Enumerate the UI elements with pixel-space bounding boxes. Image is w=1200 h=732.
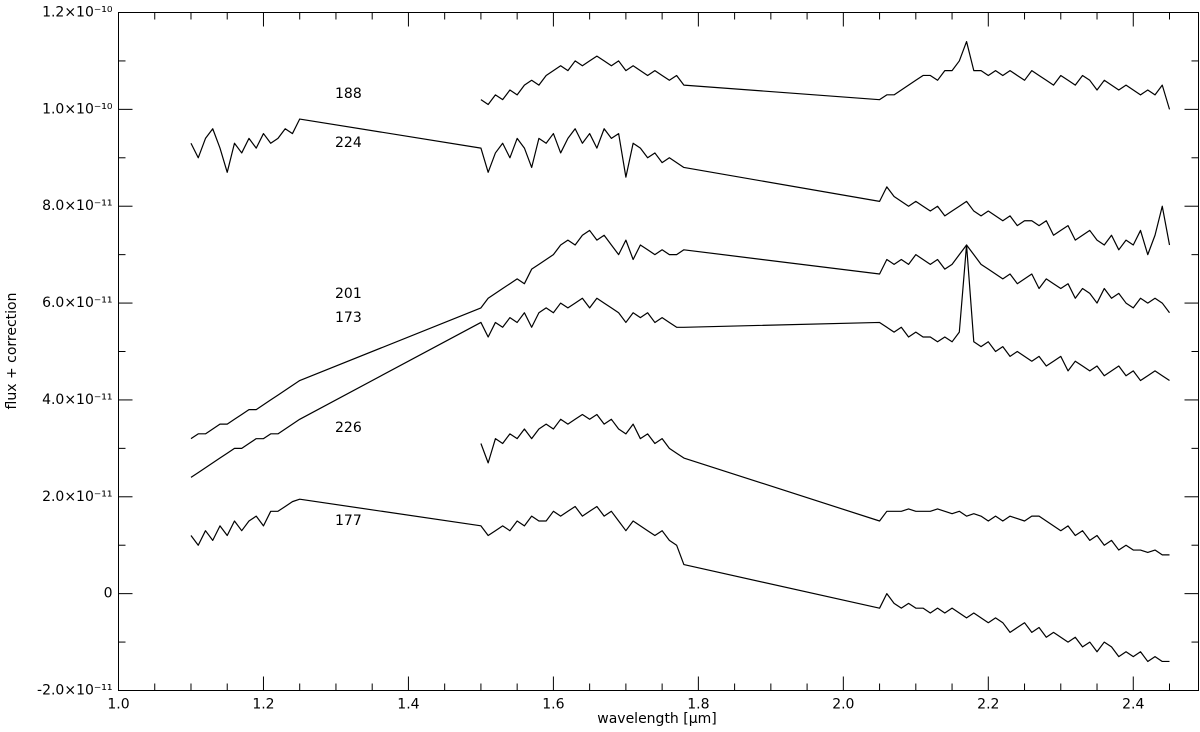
series-label: 188 [335, 86, 362, 102]
y-tick-label: 6.0×10⁻¹¹ [42, 295, 112, 311]
x-tick-label: 2.0 [832, 697, 854, 713]
y-axis-label: flux + correction [4, 293, 20, 410]
x-tick-label: 2.4 [1122, 697, 1144, 713]
spectrum-line [190, 229, 1170, 440]
y-tick-label: 2.0×10⁻¹¹ [42, 489, 112, 505]
y-tick-label: 0 [104, 586, 113, 602]
x-tick-label: 2.2 [977, 697, 999, 713]
series-label: 173 [335, 310, 362, 326]
series-label: 201 [335, 286, 362, 302]
plot-frame [118, 12, 1199, 691]
spectrum-line [480, 40, 1171, 110]
x-tick-label: 1.4 [397, 697, 419, 713]
x-tick-label: 1.0 [107, 697, 129, 713]
x-axis-label: wavelength [μm] [597, 711, 716, 727]
x-tick-label: 1.8 [687, 697, 709, 713]
series-label: 177 [335, 513, 362, 529]
series-label: 224 [335, 135, 362, 151]
x-tick-label: 1.2 [252, 697, 274, 713]
spectrum-line [190, 244, 1170, 478]
spectrum-line [190, 118, 1171, 256]
y-tick-label: 4.0×10⁻¹¹ [42, 392, 112, 408]
y-tick-label: -2.0×10⁻¹¹ [37, 683, 112, 699]
x-tick-label: 1.6 [542, 697, 564, 713]
series-label: 226 [335, 420, 362, 436]
y-tick-label: 1.2×10⁻¹⁰ [42, 5, 113, 21]
spectrum-line [480, 413, 1170, 556]
spectrum-line [190, 498, 1170, 663]
y-tick-label: 8.0×10⁻¹¹ [42, 198, 112, 214]
y-tick-label: 1.0×10⁻¹⁰ [42, 101, 113, 117]
